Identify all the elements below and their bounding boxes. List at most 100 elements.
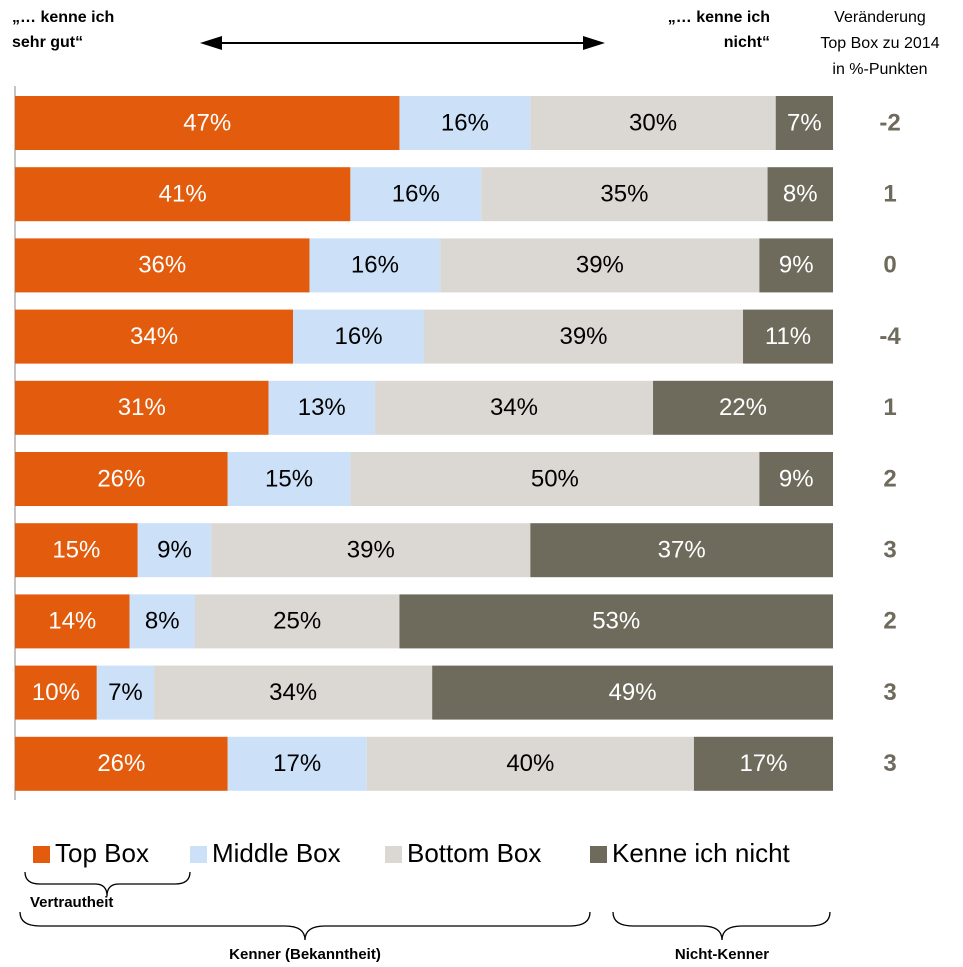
data-label: 13% <box>298 394 346 421</box>
data-label: 50% <box>531 465 579 492</box>
legend-swatch <box>590 846 607 863</box>
bar-segment <box>15 167 351 222</box>
bar-segment <box>653 380 833 435</box>
change-title: in %-Punkten <box>832 61 927 78</box>
change-title: Veränderung <box>834 9 926 26</box>
data-label: 15% <box>265 465 313 492</box>
data-label: 15% <box>52 537 100 564</box>
arrow <box>200 36 605 50</box>
bar-segment <box>194 594 400 649</box>
bar-segment <box>432 665 833 720</box>
braces <box>19 871 831 941</box>
bar-segment <box>15 452 228 506</box>
data-label: 35% <box>600 181 648 208</box>
change-value: 3 <box>883 679 896 706</box>
bar-segment <box>15 594 130 649</box>
bar-segment <box>374 380 654 435</box>
data-label: 25% <box>273 608 321 635</box>
data-label: 49% <box>609 679 657 706</box>
change-value: 2 <box>883 465 896 492</box>
change-value: 1 <box>883 394 896 421</box>
bar-segment <box>154 665 433 720</box>
bar-segment <box>293 309 424 364</box>
bar-segment <box>775 96 833 150</box>
bar-segment <box>767 167 833 222</box>
change-value: 3 <box>883 750 896 777</box>
data-label: 9% <box>157 537 192 564</box>
data-label: 39% <box>559 323 607 350</box>
bar-segment <box>440 238 760 293</box>
change-title: Top Box zu 2014 <box>820 35 939 52</box>
data-label: 8% <box>783 181 818 208</box>
bar-segment <box>743 309 833 364</box>
data-label: 53% <box>592 608 640 635</box>
legend-swatch <box>33 846 50 863</box>
bar-segment <box>759 238 833 293</box>
bar-segment <box>268 380 375 435</box>
data-label: 17% <box>739 750 787 777</box>
brace-label: Nicht-Kenner <box>675 946 769 963</box>
data-label: 7% <box>108 679 143 706</box>
header-right: „… kenne ich <box>668 9 770 26</box>
data-label: 34% <box>490 394 538 421</box>
bar-segment <box>137 523 212 578</box>
bar-segment <box>424 309 744 364</box>
legend-label: Kenne ich nicht <box>612 838 791 868</box>
bar-segment <box>759 452 833 506</box>
bar-segment <box>15 736 228 791</box>
bar-segment <box>366 736 694 791</box>
brace-label: Vertrautheit <box>30 894 113 911</box>
data-label: 9% <box>779 252 814 279</box>
bar-segment <box>227 452 351 506</box>
data-label: 30% <box>629 109 677 136</box>
bar-segment <box>96 665 155 720</box>
legend-label: Top Box <box>55 838 149 868</box>
bar-segment <box>530 523 833 578</box>
change-value: -2 <box>879 109 900 136</box>
change-value: 1 <box>883 181 896 208</box>
bar-segment <box>350 167 482 222</box>
data-label: 39% <box>347 537 395 564</box>
data-label: 11% <box>765 323 811 350</box>
bar-segment <box>481 167 768 222</box>
bar-segment <box>15 523 138 578</box>
data-label: 34% <box>269 679 317 706</box>
change-value: 0 <box>883 252 896 279</box>
data-label: 26% <box>97 465 145 492</box>
header-left: „… kenne ich <box>12 9 114 26</box>
data-label: 31% <box>118 394 166 421</box>
bar-segment <box>399 96 531 150</box>
data-label: 34% <box>130 323 178 350</box>
data-label: 9% <box>779 465 814 492</box>
header-left: sehr gut“ <box>12 34 83 51</box>
data-label: 16% <box>335 323 383 350</box>
bar-segment <box>129 594 195 649</box>
bar-segment <box>530 96 776 150</box>
data-label: 47% <box>183 109 231 136</box>
bar-segment <box>15 665 97 720</box>
legend-label: Bottom Box <box>407 838 541 868</box>
bar-segment <box>309 238 441 293</box>
data-label: 14% <box>48 608 96 635</box>
bar-segment <box>399 594 833 649</box>
data-label: 39% <box>576 252 624 279</box>
bar-segment <box>15 380 269 435</box>
data-label: 8% <box>145 608 180 635</box>
change-value: -4 <box>879 323 901 350</box>
data-label: 10% <box>32 679 80 706</box>
bar-segment <box>15 238 310 293</box>
bar-segment <box>211 523 531 578</box>
change-value: 2 <box>883 608 896 635</box>
bar-segment <box>227 736 367 791</box>
legend-swatch <box>190 846 207 863</box>
data-label: 40% <box>506 750 554 777</box>
legend-swatch <box>385 846 402 863</box>
data-label: 37% <box>658 537 706 564</box>
data-label: 22% <box>719 394 767 421</box>
change-value: 3 <box>883 537 896 564</box>
data-label: 41% <box>159 181 207 208</box>
data-label: 16% <box>351 252 399 279</box>
data-label: 16% <box>441 109 489 136</box>
data-label: 7% <box>787 109 822 136</box>
